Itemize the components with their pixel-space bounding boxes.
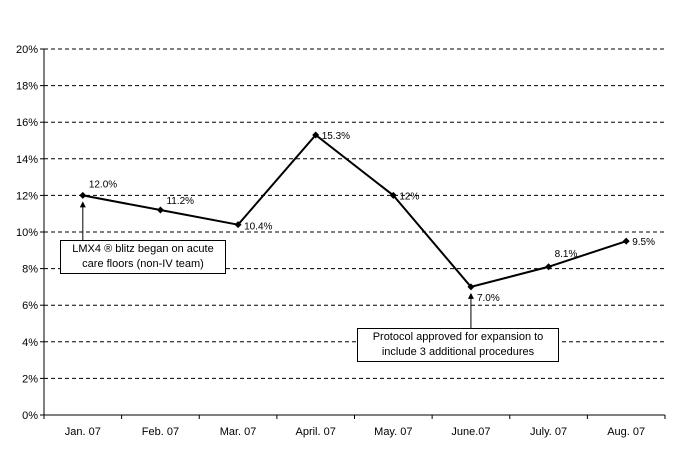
data-point-marker bbox=[467, 283, 475, 291]
x-tick-label: May. 07 bbox=[374, 426, 412, 438]
data-point-marker bbox=[545, 263, 553, 271]
y-tick-label: 10% bbox=[16, 227, 38, 239]
gridlines bbox=[44, 48, 665, 379]
annotation-arrow-head bbox=[467, 292, 474, 299]
series-line bbox=[82, 133, 627, 289]
data-label: 11.2% bbox=[166, 196, 194, 207]
data-point-marker bbox=[156, 206, 164, 214]
y-tick-label: 20% bbox=[16, 44, 38, 56]
data-label: 9.5% bbox=[632, 237, 655, 248]
x-axis-ticks: Jan. 07 Feb. 07 Mar. 07 April. 07 May. 07 Jun… bbox=[43, 415, 666, 438]
annotation-lmx4-line2: care floors (non-IV team) bbox=[82, 258, 204, 270]
annotation-lmx4-line1: LMX4 ® blitz began on acute bbox=[72, 243, 214, 255]
y-tick-label: 6% bbox=[22, 300, 38, 312]
y-axis-ticks: 0% 2% 4% 6% 8% 10% 12% 14% 16% 18% 20% bbox=[16, 44, 44, 422]
x-tick-label: July. 07 bbox=[530, 426, 567, 438]
annotation-lmx4-blitz: LMX4 ® blitz began on acute care floors … bbox=[60, 240, 226, 274]
annotation-protocol-line1: Protocol approved for expansion to bbox=[372, 331, 544, 343]
x-tick-label: Feb. 07 bbox=[142, 426, 179, 438]
data-label: 8.1% bbox=[555, 249, 578, 260]
y-tick-label: 8% bbox=[22, 264, 38, 276]
annotation-arrow-head bbox=[79, 201, 86, 208]
data-point-marker bbox=[389, 191, 397, 199]
y-tick-label: 16% bbox=[16, 117, 38, 129]
data-point-marker bbox=[312, 131, 320, 139]
y-tick-label: 0% bbox=[22, 410, 38, 422]
data-series bbox=[79, 131, 630, 291]
data-label: 12% bbox=[399, 191, 419, 202]
x-tick-label: Mar. 07 bbox=[220, 426, 257, 438]
x-tick-label: Aug. 07 bbox=[607, 426, 645, 438]
y-tick-label: 12% bbox=[16, 190, 38, 202]
data-label: 7.0% bbox=[477, 293, 500, 304]
y-tick-label: 4% bbox=[22, 337, 38, 349]
annotation-protocol-approved: Protocol approved for expansion to inclu… bbox=[357, 328, 559, 362]
annotation-protocol-line2: include 3 additional procedures bbox=[381, 346, 535, 358]
data-label: 10.4% bbox=[244, 222, 272, 233]
annotation-arrows bbox=[79, 201, 474, 328]
x-tick-label: June.07 bbox=[451, 426, 490, 438]
x-tick-label: April. 07 bbox=[296, 426, 336, 438]
y-tick-label: 18% bbox=[16, 81, 38, 93]
x-tick-label: Jan. 07 bbox=[65, 426, 101, 438]
y-tick-label: 14% bbox=[16, 154, 38, 166]
data-labels: 12.0% 11.2% 10.4% 15.3% 12% 7.0% 8.1% 9.5% bbox=[89, 131, 655, 304]
data-point-marker bbox=[79, 191, 87, 199]
y-tick-label: 2% bbox=[22, 373, 38, 385]
data-label: 15.3% bbox=[322, 131, 350, 142]
data-point-marker bbox=[234, 221, 242, 229]
data-point-marker bbox=[622, 237, 630, 245]
data-label: 12.0% bbox=[89, 179, 117, 190]
